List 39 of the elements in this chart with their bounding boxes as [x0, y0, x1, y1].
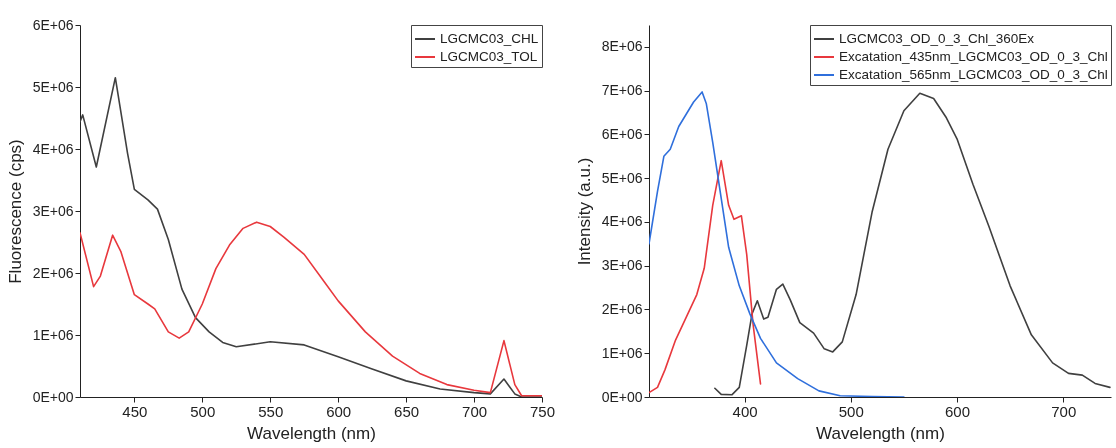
- x-tick-label: 400: [732, 402, 758, 420]
- x-tick-label: 450: [122, 402, 148, 420]
- y-axis-title: Fluorescence (cps): [5, 139, 25, 284]
- y-tick-label: 4E+06: [32, 140, 74, 157]
- x-tick-label: 600: [326, 402, 352, 420]
- legend-label: LGCMC03_OD_0_3_Chl_360Ex: [839, 31, 1035, 46]
- y-tick-label: 4E+06: [601, 213, 643, 230]
- legend-label: LGCMC03_TOL: [440, 49, 538, 64]
- x-tick-label: 600: [944, 402, 971, 420]
- y-tick-label: 2E+06: [601, 300, 643, 317]
- line-series: [714, 92, 1111, 396]
- legend-label: LGCMC03_CHL: [440, 31, 539, 46]
- y-tick-label: 8E+06: [601, 38, 643, 55]
- y-tick-label: 2E+06: [32, 264, 74, 281]
- y-tick-label: 1E+06: [32, 326, 74, 343]
- line-series: [649, 91, 905, 397]
- y-axis-title: Intensity (a.u.): [574, 157, 594, 266]
- x-tick-label: 500: [190, 402, 216, 420]
- y-tick-label: 0E+00: [601, 388, 643, 405]
- x-axis-title: Wavelength (nm): [816, 423, 945, 443]
- x-tick-label: 700: [1051, 402, 1077, 420]
- y-tick-label: 6E+06: [32, 16, 74, 33]
- y-tick-label: 3E+06: [601, 257, 643, 274]
- y-tick-label: 5E+06: [32, 78, 74, 95]
- x-tick-label: 650: [394, 402, 420, 420]
- x-tick-label: 550: [258, 402, 284, 420]
- y-tick-label: 1E+06: [601, 344, 643, 361]
- x-axis-title: Wavelength (nm): [247, 423, 376, 443]
- legend-label: Excatation_435nm_LGCMC03_OD_0_3_Chl: [839, 49, 1108, 64]
- x-tick-label: 500: [838, 402, 864, 420]
- line-series: [649, 159, 762, 394]
- y-tick-label: 3E+06: [32, 202, 74, 219]
- y-tick-label: 6E+06: [601, 125, 643, 142]
- y-tick-label: 0E+00: [32, 388, 74, 405]
- legend-label: Excatation_565nm_LGCMC03_OD_0_3_Chl: [839, 67, 1108, 82]
- y-tick-label: 7E+06: [601, 82, 643, 99]
- x-tick-label: 750: [529, 402, 556, 420]
- x-tick-label: 700: [462, 402, 488, 420]
- y-tick-label: 5E+06: [601, 169, 643, 186]
